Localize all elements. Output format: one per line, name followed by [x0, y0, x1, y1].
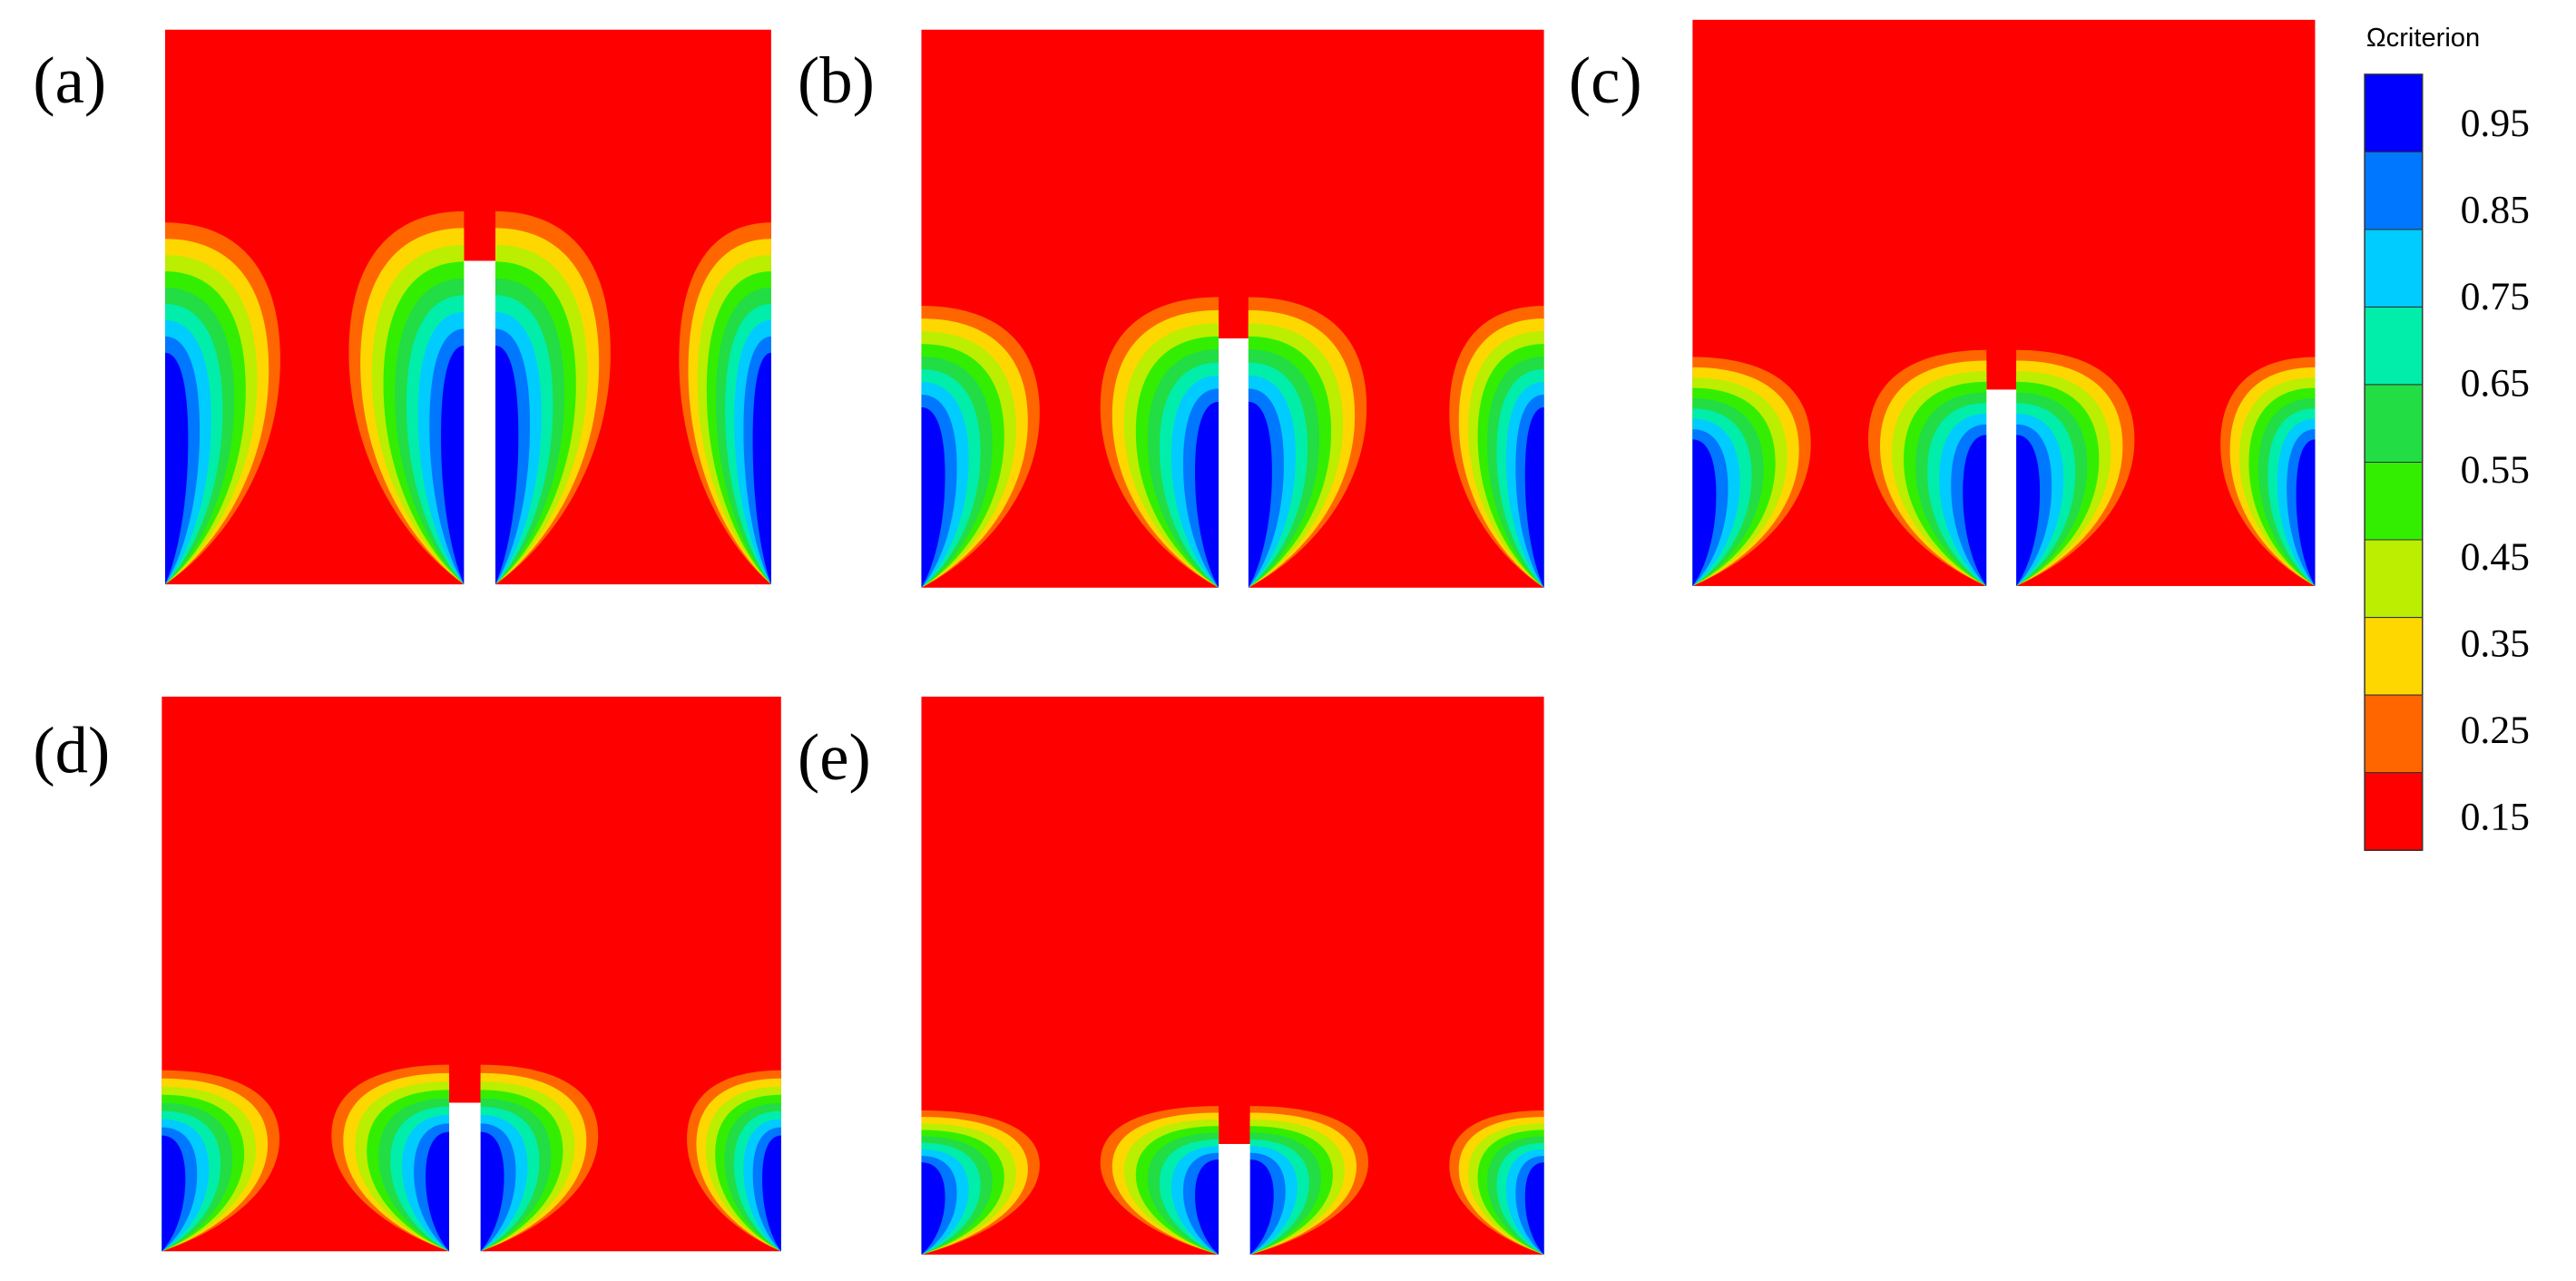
colorbar-tick-label: 0.35: [2461, 621, 2530, 665]
contour-band: [1248, 401, 1272, 588]
contour-band: [1692, 439, 1717, 586]
colorbar-tick-label: 0.85: [2461, 189, 2530, 232]
contour-band: [2296, 439, 2316, 586]
panel-label: (d): [33, 714, 110, 787]
colorbar-band: [2365, 772, 2423, 851]
colorbar-band: [2365, 229, 2423, 308]
contour-band: [426, 1131, 450, 1252]
panel-label: (a): [33, 44, 106, 117]
contour-band: [921, 1162, 945, 1255]
colorbar-tick-label: 0.55: [2461, 448, 2530, 492]
slot: [449, 1102, 481, 1254]
colorbar-tick-label: 0.25: [2461, 709, 2530, 752]
colorbar-frame: [2364, 73, 2424, 851]
colorbar-tick-label: 0.75: [2461, 275, 2530, 318]
panel-label: (e): [798, 720, 871, 794]
panel-label: (c): [1569, 44, 1642, 117]
contour-band: [1194, 401, 1219, 588]
contour-band: [1194, 1159, 1219, 1255]
colorbar-band: [2365, 695, 2423, 774]
colorbar-tick-label: 0.65: [2461, 362, 2530, 406]
colorbar-band: [2365, 540, 2423, 619]
panel-label: (b): [798, 44, 875, 117]
contour-band: [2016, 435, 2041, 586]
colorbar-title: Ωcriterion: [2366, 24, 2480, 53]
slot: [1219, 1143, 1250, 1257]
colorbar-tick-label: 0.95: [2461, 102, 2530, 145]
contour-band: [1524, 406, 1544, 588]
contour-band: [495, 345, 519, 585]
contour-band: [1524, 1162, 1544, 1255]
contour-band: [1963, 435, 1987, 586]
contour-band: [164, 352, 189, 585]
colorbar-band: [2365, 152, 2423, 230]
slot: [464, 260, 495, 586]
colorbar-band: [2365, 384, 2423, 464]
contour-band: [921, 406, 945, 588]
colorbar-band: [2365, 307, 2423, 386]
contour-band: [441, 345, 465, 585]
contour-band: [480, 1131, 504, 1252]
colorbar-band: [2365, 73, 2423, 153]
slot: [1986, 389, 2017, 588]
colorbar-tick-label: 0.45: [2461, 535, 2530, 579]
contour-band: [752, 352, 771, 585]
slot: [1219, 338, 1249, 590]
colorbar-band: [2365, 462, 2423, 541]
colorbar-band: [2365, 617, 2423, 696]
contour-band: [162, 1135, 186, 1252]
contour-band: [762, 1135, 781, 1252]
colorbar-tick-label: 0.15: [2461, 795, 2530, 838]
contour-band: [1249, 1159, 1274, 1255]
